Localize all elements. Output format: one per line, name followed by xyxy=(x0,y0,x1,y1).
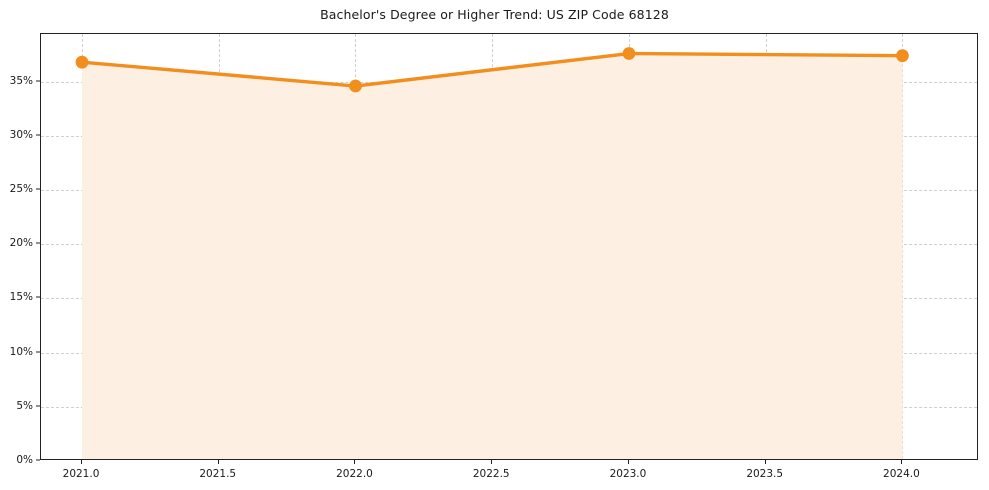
y-tick-label-15%: 15% xyxy=(9,291,33,304)
data-point-2023 xyxy=(622,47,636,60)
x-tick-mark-2023.5 xyxy=(764,460,766,464)
gridline-x-2024.0 xyxy=(902,34,904,459)
x-tick-label-2021.0: 2021.0 xyxy=(62,468,100,480)
x-tick-label-2022.0: 2022.0 xyxy=(336,468,373,480)
y-tick-label-30%: 30% xyxy=(9,128,33,141)
x-tick-label-2022.5: 2022.5 xyxy=(472,468,510,480)
data-point-markers xyxy=(75,47,909,93)
trend-line xyxy=(80,51,905,88)
x-tick-mark-2024.0 xyxy=(901,460,903,464)
y-tick-label-35%: 35% xyxy=(9,74,33,87)
x-tick-mark-2021.0 xyxy=(81,460,83,464)
area-fill xyxy=(82,53,903,459)
data-series-layer xyxy=(75,47,909,459)
x-tick-label-2024.0: 2024.0 xyxy=(883,468,920,480)
y-tick-label-0%: 0% xyxy=(16,454,33,466)
y-tick-label-25%: 25% xyxy=(9,183,33,196)
y-tick-label-20%: 20% xyxy=(9,237,33,250)
data-point-2021 xyxy=(75,55,89,69)
data-point-2024 xyxy=(896,49,909,63)
plot-area xyxy=(40,33,978,460)
y-tick-label-5%: 5% xyxy=(16,399,33,412)
x-tick-label-2021.5: 2021.5 xyxy=(199,468,237,480)
chart-title: Bachelor's Degree or Higher Trend: US ZI… xyxy=(320,7,669,22)
x-tick-label-2023.5: 2023.5 xyxy=(746,468,784,480)
x-tick-mark-2022.5 xyxy=(491,460,493,464)
x-tick-mark-2021.5 xyxy=(217,460,219,464)
x-tick-mark-2022.0 xyxy=(354,460,356,464)
x-tick-mark-2023.0 xyxy=(627,460,629,464)
data-point-2022 xyxy=(349,79,362,93)
y-tick-label-10%: 10% xyxy=(9,345,33,358)
x-tick-label-2023.0: 2023.0 xyxy=(609,468,647,480)
